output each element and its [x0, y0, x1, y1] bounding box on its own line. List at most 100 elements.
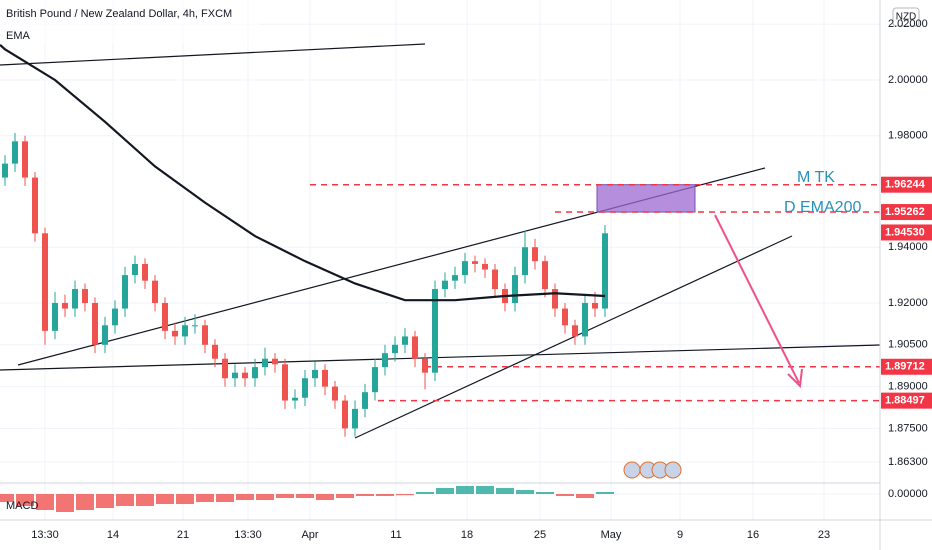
- arrow: [714, 214, 803, 389]
- candle-body: [482, 263, 488, 270]
- y-tick-label: 1.87500: [888, 422, 928, 434]
- x-tick-label: 23: [818, 529, 830, 541]
- candle-body: [12, 141, 18, 164]
- candle-body: [52, 302, 58, 331]
- macd-bar: [376, 494, 394, 496]
- candle-body: [192, 325, 198, 327]
- candle-body: [32, 177, 38, 234]
- candle-body: [2, 163, 8, 178]
- candle-body: [92, 302, 98, 345]
- candle-body: [222, 358, 228, 379]
- candle-body: [442, 280, 448, 290]
- candle-body: [542, 261, 548, 290]
- candle-body: [152, 280, 158, 303]
- arrow-head: [787, 368, 803, 389]
- x-tick-label: 14: [107, 529, 119, 541]
- macd-bar: [156, 494, 174, 504]
- candle-body: [532, 247, 538, 262]
- candle-body: [402, 336, 408, 345]
- candle-body: [362, 392, 368, 409]
- candle-body: [312, 369, 318, 379]
- candle-body: [602, 233, 608, 309]
- candle-body: [582, 302, 588, 337]
- macd-bar: [236, 494, 254, 500]
- candle-body: [412, 336, 418, 359]
- candle-body: [262, 358, 268, 368]
- candle-body: [572, 325, 578, 337]
- candle-body: [42, 233, 48, 331]
- candle-body: [372, 367, 378, 393]
- candle-body: [422, 358, 428, 373]
- candle-body: [342, 400, 348, 429]
- y-tick-label: 1.86300: [888, 456, 928, 468]
- legend-bg: [0, 0, 260, 44]
- candle-body: [62, 302, 68, 309]
- candle-body: [302, 378, 308, 398]
- event-icons: [623, 461, 682, 479]
- candle-body: [512, 275, 518, 303]
- y-tick-label: 1.94000: [888, 241, 928, 253]
- price-label: 1.89712: [885, 361, 925, 373]
- candle-body: [182, 325, 188, 337]
- candle-body: [472, 261, 478, 264]
- price-box: [881, 204, 932, 221]
- x-tick-label: 21: [177, 529, 189, 541]
- currency: NZD: [896, 12, 917, 23]
- plot: [0, 44, 614, 512]
- candle-body: [172, 330, 178, 337]
- candle-body: [102, 325, 108, 345]
- candle-body: [592, 302, 598, 309]
- arrow-line: [714, 214, 800, 384]
- macd-bar: [336, 494, 354, 498]
- price-label: 1.95262: [885, 206, 925, 218]
- candle-body: [462, 261, 468, 276]
- candle-body: [282, 364, 288, 401]
- macd-bar: [556, 494, 574, 496]
- y-tick-label: 2.00000: [888, 74, 928, 86]
- y-tick-label: 2.02000: [888, 18, 928, 30]
- macd-bar: [176, 494, 194, 504]
- macd-bar: [456, 486, 474, 494]
- channel-lower: [354, 235, 793, 439]
- macd-bar: [516, 490, 534, 494]
- candle-body: [492, 269, 498, 290]
- x-tick-label: 9: [677, 529, 683, 541]
- macd-bar: [596, 492, 614, 494]
- annotation: D EMA200: [784, 199, 861, 216]
- x-tick-label: 11: [390, 529, 401, 541]
- price-label: 1.96244: [885, 179, 926, 191]
- price-box: [881, 358, 932, 375]
- macd-bar: [76, 494, 94, 510]
- macd-bar: [256, 494, 274, 500]
- candle-body: [232, 372, 238, 379]
- y-tick-label: 0.00000: [888, 488, 928, 500]
- icon: [623, 461, 641, 479]
- annotation: M TK: [797, 169, 835, 186]
- chart-title: British Pound / New Zealand Dollar, 4h, …: [6, 8, 232, 20]
- x-tick-label: Apr: [301, 529, 318, 541]
- candle-body: [122, 275, 128, 309]
- macd-bar: [476, 486, 494, 494]
- drawings: [0, 43, 881, 439]
- macd-bar: [316, 494, 334, 500]
- trend-line: [0, 344, 881, 371]
- indicator-label: EMA: [6, 30, 31, 42]
- macd-bar: [396, 494, 414, 496]
- macd-bar: [276, 494, 294, 498]
- macd-bar: [536, 492, 554, 494]
- macd-bar: [116, 494, 134, 506]
- candle-body: [272, 358, 278, 365]
- candle-body: [292, 397, 298, 401]
- trend-line: [0, 43, 426, 66]
- levels: [310, 183, 880, 402]
- macd-bar: [16, 494, 34, 506]
- candle-body: [202, 325, 208, 345]
- macd-bar: [136, 494, 154, 506]
- macd-bar: [216, 494, 234, 502]
- zone-layer: [596, 184, 696, 213]
- x-tick-label: 16: [747, 529, 759, 541]
- ema-line: [0, 44, 606, 302]
- macd-bar: [576, 494, 594, 498]
